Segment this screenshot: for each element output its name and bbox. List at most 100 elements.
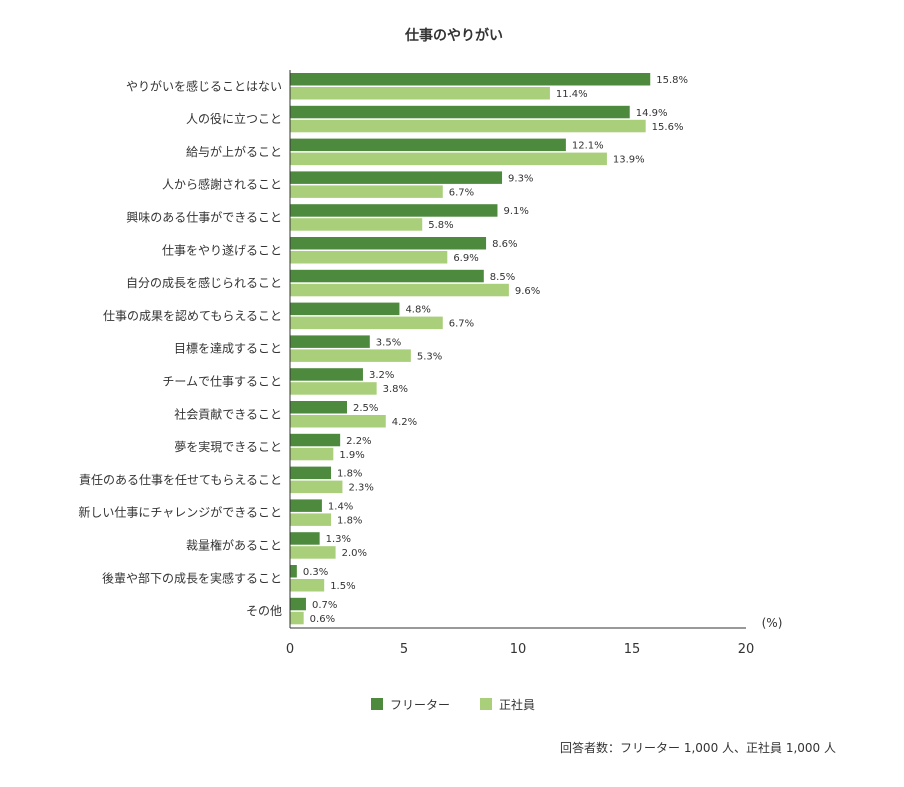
data-label: 6.7% xyxy=(449,319,474,330)
bar-regular-employee xyxy=(290,251,448,264)
bar-freeter xyxy=(290,368,363,381)
category-label: 興味のある仕事ができること xyxy=(126,209,282,224)
bar-regular-employee xyxy=(290,382,377,395)
bar-regular-employee xyxy=(290,119,646,133)
bar-regular-employee xyxy=(290,152,607,166)
respondent-note: 回答者数：フリーター 1,000 人、正社員 1,000 人 xyxy=(560,740,836,755)
data-label: 11.4% xyxy=(556,89,588,100)
category-label: 社会貢献できること xyxy=(174,406,282,421)
data-label: 1.8% xyxy=(337,515,362,526)
data-label: 0.3% xyxy=(303,567,328,578)
bar-freeter xyxy=(290,499,322,512)
data-label: 15.6% xyxy=(652,122,684,133)
data-label: 8.5% xyxy=(490,272,515,283)
data-label: 1.4% xyxy=(328,501,353,512)
category-label: 責任のある仕事を任せてもらえること xyxy=(79,473,282,487)
bar-regular-employee xyxy=(290,185,443,198)
legend-swatch-regular-employee xyxy=(480,698,492,710)
x-tick-label: 5 xyxy=(400,642,408,657)
bar-freeter xyxy=(290,105,630,119)
bar-freeter xyxy=(290,269,484,283)
bar-freeter xyxy=(290,302,400,316)
data-label: 2.2% xyxy=(346,436,371,447)
data-label: 2.3% xyxy=(348,483,373,494)
bar-regular-employee xyxy=(290,579,325,592)
legend-label: フリーター xyxy=(390,698,450,712)
category-label: その他 xyxy=(246,604,282,618)
chart-title: 仕事のやりがい xyxy=(404,27,503,44)
bar-freeter xyxy=(290,171,503,184)
data-label: 1.3% xyxy=(326,534,351,545)
legend-swatch-freeter xyxy=(371,698,383,710)
category-label: 給与が上がること xyxy=(186,144,282,159)
category-label: 新しい仕事にチャレンジができること xyxy=(78,505,282,520)
data-label: 15.8% xyxy=(656,75,688,86)
data-label: 3.2% xyxy=(369,370,394,381)
data-label: 8.6% xyxy=(492,239,517,250)
category-label: 仕事をやり遂げること xyxy=(162,243,282,257)
data-label: 0.7% xyxy=(312,600,337,611)
x-tick-label: 10 xyxy=(510,642,527,657)
data-label: 14.9% xyxy=(636,108,668,119)
x-tick-label: 0 xyxy=(286,642,294,657)
category-label: やりがいを感じることはない xyxy=(126,78,282,93)
bar-regular-employee xyxy=(290,480,343,494)
data-label: 1.5% xyxy=(330,581,355,592)
legend: フリーター 正社員 xyxy=(371,697,535,712)
bar-regular-employee xyxy=(290,283,509,297)
bar-regular-employee xyxy=(290,316,443,330)
bar-freeter xyxy=(290,401,347,414)
data-label: 5.8% xyxy=(428,220,453,231)
bar-freeter xyxy=(290,433,341,447)
category-label: 後輩や部下の成長を実感すること xyxy=(102,570,282,585)
bar-freeter xyxy=(290,532,320,545)
bar-freeter xyxy=(290,138,566,152)
bar-regular-employee xyxy=(290,447,334,461)
bar-freeter xyxy=(290,204,498,217)
data-label: 1.8% xyxy=(337,469,362,480)
x-tick-label: 20 xyxy=(738,642,755,657)
bar-freeter xyxy=(290,237,487,250)
data-label: 13.9% xyxy=(613,155,645,166)
category-label: チームで仕事すること xyxy=(162,374,282,388)
bar-freeter xyxy=(290,597,306,611)
data-label: 2.5% xyxy=(353,403,378,414)
bar-freeter xyxy=(290,565,297,578)
category-label: 夢を実現できること xyxy=(174,439,282,454)
bar-regular-employee xyxy=(290,349,411,362)
bars-layer: 15.8% 11.4% 14.9% 15.6% 12.1% 13.9% 9.3% 6.7% 9.… xyxy=(290,73,688,625)
data-label: 3.8% xyxy=(383,384,408,395)
bar-regular-employee xyxy=(290,611,304,625)
bar-regular-employee xyxy=(290,415,386,428)
data-label: 5.3% xyxy=(417,351,442,362)
data-label: 9.6% xyxy=(515,286,540,297)
data-label: 9.3% xyxy=(508,173,533,184)
category-label: 人から感謝されること xyxy=(162,177,282,192)
bar-freeter xyxy=(290,73,651,86)
data-label: 12.1% xyxy=(572,141,604,152)
data-label: 2.0% xyxy=(342,548,367,559)
bar-regular-employee xyxy=(290,87,550,100)
data-label: 4.2% xyxy=(392,417,417,428)
category-label: 人の役に立つこと xyxy=(186,111,282,126)
bar-freeter xyxy=(290,335,370,348)
data-label: 9.1% xyxy=(503,206,528,217)
category-label: 裁量権があること xyxy=(186,537,282,552)
category-label: 仕事の成果を認めてもらえること xyxy=(103,308,282,323)
data-label: 6.9% xyxy=(453,253,478,264)
data-label: 3.5% xyxy=(376,337,401,348)
category-label: 目標を達成すること xyxy=(174,342,282,356)
unit-label: (%) xyxy=(762,616,783,630)
bar-regular-employee xyxy=(290,546,336,559)
data-label: 1.9% xyxy=(339,450,364,461)
bar-regular-employee xyxy=(290,513,332,526)
data-label: 0.6% xyxy=(310,614,335,625)
bar-freeter xyxy=(290,466,332,480)
category-label: 自分の成長を感じられること xyxy=(126,275,282,290)
legend-label: 正社員 xyxy=(499,697,535,712)
x-axis: 0 5 10 15 20 xyxy=(286,70,754,657)
x-tick-label: 15 xyxy=(624,642,641,657)
category-labels: やりがいを感じることはない人の役に立つこと給与が上がること人から感謝されること興… xyxy=(78,78,282,618)
bar-regular-employee xyxy=(290,218,423,231)
